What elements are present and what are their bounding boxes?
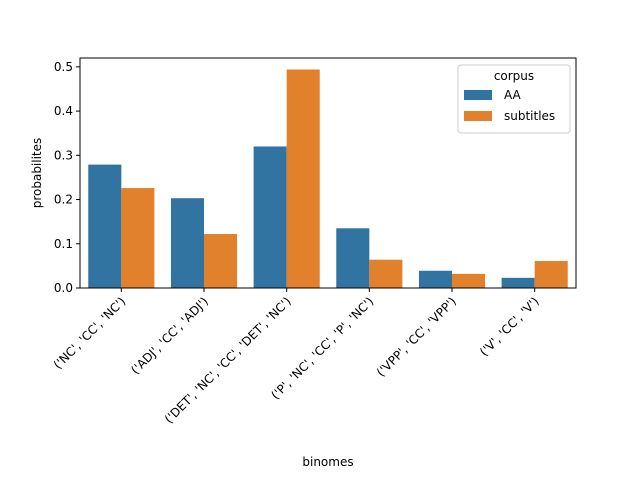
bar-subtitles-2 [286,69,320,288]
bar-subtitles-1 [204,234,238,288]
x-axis: ('NC', 'CC', 'NC') ('ADJ', 'CC', 'ADJ') ('… [51,288,542,426]
y-tick-label: 0.2 [54,193,73,207]
legend: corpus AA subtitles [457,64,571,134]
y-tick-label: 0.4 [54,104,73,118]
legend-swatch-aa [464,90,492,100]
bar-aa-2 [253,146,287,288]
legend-label-subtitles: subtitles [504,109,555,123]
y-axis: 0.0 0.1 0.2 0.3 0.4 0.5 [54,60,80,295]
y-tick-label: 0.3 [54,148,73,162]
bar-subtitles-4 [452,273,486,288]
bar-subtitles-3 [369,259,403,288]
x-tick-label: ('ADJ', 'CC', 'ADJ') [128,294,211,377]
y-axis-label: probabilites [30,138,44,209]
bars-layer [88,69,568,288]
bar-aa-1 [170,198,204,288]
y-tick-label: 0.5 [54,60,73,74]
bar-subtitles-5 [534,261,568,288]
legend-title: corpus [494,69,534,83]
x-tick-label: ('NC', 'CC', 'NC') [51,294,129,372]
bar-aa-0 [88,164,122,288]
plot-frame [79,57,577,289]
x-tick-label: ('V', 'CC', 'V') [477,294,542,359]
bar-aa-5 [501,277,535,288]
y-tick-label: 0.0 [54,281,73,295]
legend-label-aa: AA [504,88,522,102]
x-tick-label: ('VPP', 'CC', 'VPP') [374,294,459,379]
bar-aa-4 [418,270,452,288]
y-tick-label: 0.1 [54,237,73,251]
x-axis-label: binomes [302,455,353,469]
bar-subtitles-0 [121,188,155,288]
legend-swatch-subtitles [464,111,492,121]
bar-aa-3 [336,228,370,288]
